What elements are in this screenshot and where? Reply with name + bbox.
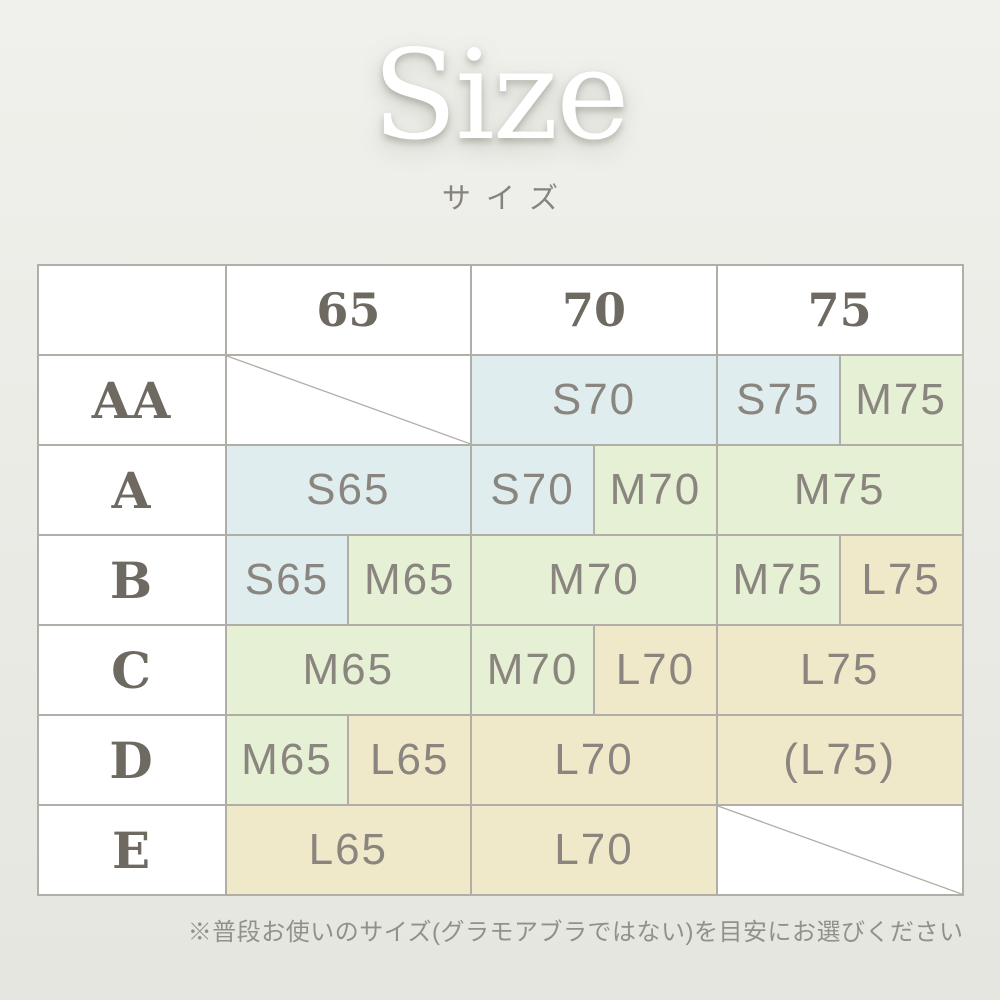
page-subtitle: サイズ: [441, 183, 574, 216]
cell-a-s70: S70: [472, 446, 593, 535]
cell-a-m70: M70: [595, 446, 716, 535]
cell-c-l70: L70: [595, 626, 716, 715]
cell-c-l75: L75: [717, 626, 962, 715]
row-label-d: D: [38, 716, 225, 805]
cell-aa-s70: S70: [472, 356, 716, 445]
cell-e-l70: L70: [472, 806, 716, 895]
cell-c-m70: M70: [472, 626, 593, 715]
cell-a-s65: S65: [226, 446, 471, 535]
diagonal-line: [718, 806, 962, 894]
column-header-75: 75: [717, 266, 962, 355]
cell-aa-s75: S75: [717, 356, 839, 445]
row-label-c: C: [38, 626, 225, 715]
size-table: 65 70 75 AA S70 S75 M75 A S65 S70 M70 M7…: [36, 264, 964, 897]
empty-cell-e-75: [717, 806, 962, 895]
empty-cell-aa-65: [226, 356, 471, 445]
row-label-a: A: [38, 446, 225, 535]
cell-b-l75: L75: [840, 536, 962, 625]
cell-d-l70: L70: [472, 716, 716, 805]
column-header-65: 65: [226, 266, 471, 355]
diagonal-line: [227, 356, 471, 444]
cell-d-l65: L65: [349, 716, 471, 805]
row-label-aa: AA: [38, 356, 225, 445]
cell-b-m65: M65: [349, 536, 471, 625]
cell-a-m75: M75: [717, 446, 962, 535]
cell-b-m75: M75: [717, 536, 839, 625]
cell-b-s65: S65: [226, 536, 348, 625]
usage-note: ※普段お使いのサイズ(グラモアブラではない)を目安にお選びください: [187, 919, 964, 947]
cell-b-m70: M70: [472, 536, 716, 625]
cell-d-m65: M65: [226, 716, 348, 805]
cell-aa-m75: M75: [840, 356, 962, 445]
cell-d-l75: (L75): [717, 716, 962, 805]
row-label-e: E: [38, 806, 225, 895]
page-title: Size: [372, 24, 629, 168]
column-header-70: 70: [472, 266, 716, 355]
cell-e-l65: L65: [226, 806, 471, 895]
table-corner-cell: [38, 266, 225, 355]
row-label-b: B: [38, 536, 225, 625]
cell-c-m65: M65: [226, 626, 471, 715]
